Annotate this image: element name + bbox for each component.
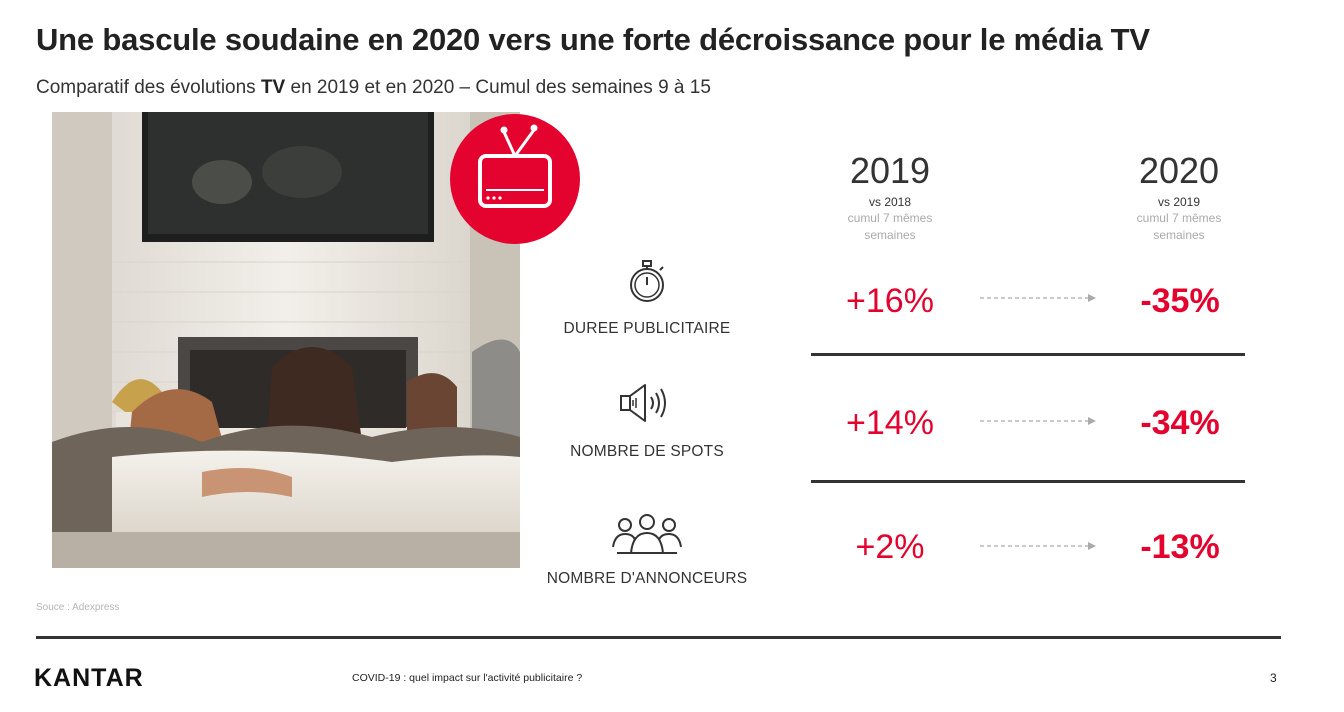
- year-2019: 2019: [849, 150, 931, 191]
- dashed-arrow-icon: [980, 417, 1096, 425]
- subtitle-part-1: Comparatif des évolutions: [36, 77, 261, 98]
- value-2019-spots: +14%: [846, 404, 934, 442]
- value-2020-duree: -35%: [1140, 282, 1220, 320]
- footer-caption: COVID-19 : quel impact sur l'activité pu…: [352, 672, 583, 684]
- source-note: Souce : Adexpress: [36, 602, 120, 613]
- kantar-logo: KANTAR: [34, 664, 144, 692]
- value-2019-annonceurs: +2%: [855, 528, 925, 566]
- cumul-note-line-2: semaines: [1153, 228, 1205, 242]
- cumul-note-line-1: cumul 7 mêmes: [1136, 211, 1222, 225]
- tv-icon: [478, 124, 552, 208]
- tv-badge: [450, 114, 580, 244]
- subtitle-emphasis: TV: [260, 77, 286, 98]
- value-2020-annonceurs: -13%: [1140, 528, 1220, 566]
- year-2020: 2020: [1138, 150, 1220, 191]
- metric-label-duree: DUREE PUBLICITAIRE: [563, 320, 731, 337]
- metric-label-spots: NOMBRE DE SPOTS: [570, 443, 724, 460]
- cumul-note-2020: cumul 7 mêmes semaines: [1109, 210, 1249, 244]
- subtitle-part-2: en 2019 et en 2020 – Cumul des semaines …: [285, 77, 711, 98]
- speaker-icon: [620, 384, 666, 422]
- value-2019-duree: +16%: [846, 282, 934, 320]
- stopwatch-icon: [630, 260, 664, 302]
- row-divider: [811, 353, 1245, 356]
- family-watching-tv-photo: [52, 112, 520, 568]
- page-title: Une bascule soudaine en 2020 vers une fo…: [36, 22, 1150, 57]
- value-2020-spots: -34%: [1140, 404, 1220, 442]
- metric-label-annonceurs: NOMBRE D'ANNONCEURS: [546, 570, 748, 587]
- page-number: 3: [1270, 671, 1277, 685]
- vs-2019-label: vs 2019: [1157, 195, 1201, 209]
- people-group-icon: [612, 514, 682, 554]
- footer-divider: [36, 636, 1281, 639]
- dashed-arrow-icon: [980, 542, 1096, 550]
- cumul-note-2019: cumul 7 mêmes semaines: [820, 210, 960, 244]
- row-divider: [811, 480, 1245, 483]
- cumul-note-line-1: cumul 7 mêmes: [847, 211, 933, 225]
- photo-illustration: [52, 112, 520, 568]
- vs-2018-label: vs 2018: [868, 195, 912, 209]
- dashed-arrow-icon: [980, 294, 1096, 302]
- page-subtitle: Comparatif des évolutions TV en 2019 et …: [36, 77, 711, 99]
- cumul-note-line-2: semaines: [864, 228, 916, 242]
